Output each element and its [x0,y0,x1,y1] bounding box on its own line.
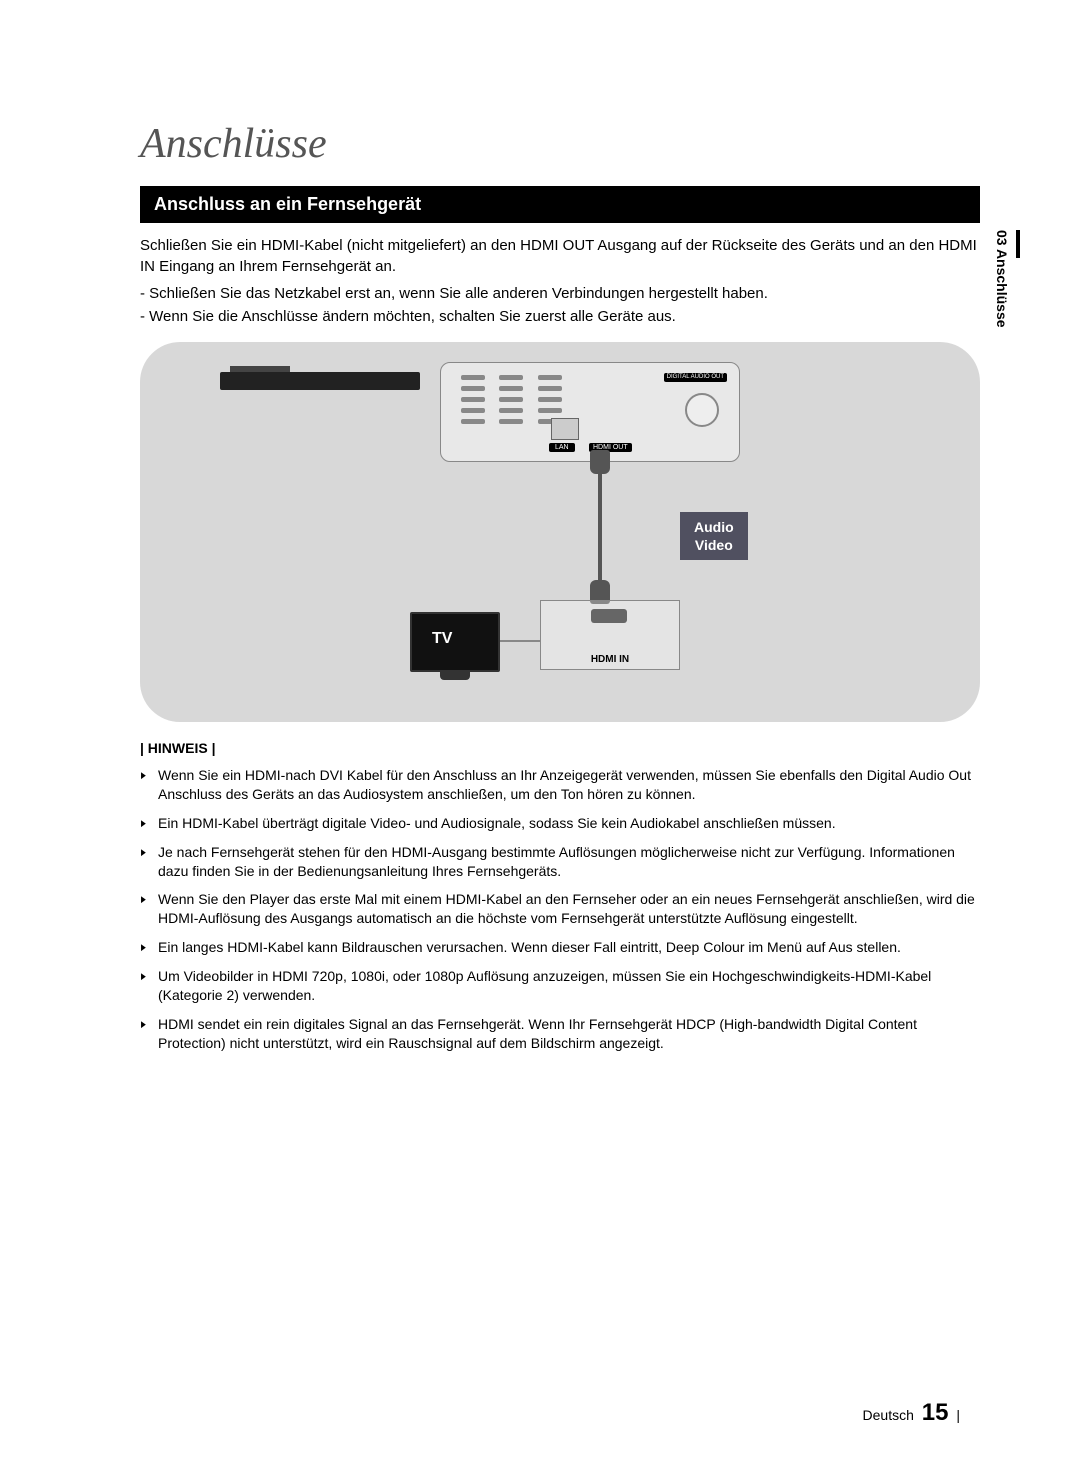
hdmi-cable-icon [598,472,602,582]
note-item: Um Videobilder in HDMI 720p, 1080i, oder… [140,967,980,1005]
page-content: Anschlüsse Anschluss an ein Fernsehgerät… [0,0,1080,1113]
footer-lang: Deutsch [863,1407,914,1423]
page-footer: Deutsch 15 | [863,1399,960,1427]
dash-item: - Wenn Sie die Anschlüsse ändern möchten… [140,306,980,329]
chapter-title: Anschlüsse [140,120,980,168]
note-item: Ein HDMI-Kabel überträgt digitale Video-… [140,814,980,833]
tv-label: TV [432,630,452,648]
connection-diagram: LAN HDMI OUT DIGITAL AUDIO OUT Audio Vid… [140,342,980,722]
video-label: Video [695,537,733,553]
audio-label: Audio [694,519,734,535]
tv-stand-icon [440,672,470,680]
coaxial-port-icon [685,393,719,427]
player-side-view [220,372,420,390]
hdmi-in-label: HDMI IN [541,654,679,665]
dash-list: - Schließen Sie das Netzkabel erst an, w… [140,283,980,328]
note-item: Je nach Fernsehgerät stehen für den HDMI… [140,843,980,881]
digital-audio-label: DIGITAL AUDIO OUT [664,373,727,382]
notes-list: Wenn Sie ein HDMI-nach DVI Kabel für den… [140,766,980,1053]
connector-line [500,640,540,642]
hdmi-socket-icon [591,609,627,623]
note-item: Ein langes HDMI-Kabel kann Bildrauschen … [140,938,980,957]
section-header: Anschluss an ein Fernsehgerät [140,186,980,223]
hinweis-header: | HINWEIS | [140,740,980,756]
page-number: 15 [922,1399,949,1426]
note-item: Wenn Sie ein HDMI-nach DVI Kabel für den… [140,766,980,804]
lan-port-icon [551,418,579,440]
lan-label: LAN [549,443,575,452]
note-item: HDMI sendet ein rein digitales Signal an… [140,1015,980,1053]
intro-paragraph: Schließen Sie ein HDMI-Kabel (nicht mitg… [140,235,980,277]
audio-video-label: Audio Video [680,512,748,560]
hdmi-plug-icon [590,450,610,474]
dash-item: - Schließen Sie das Netzkabel erst an, w… [140,283,980,306]
note-item: Wenn Sie den Player das erste Mal mit ei… [140,890,980,928]
hdmi-in-panel: HDMI IN [540,600,680,670]
device-rear-panel: LAN HDMI OUT DIGITAL AUDIO OUT [440,362,740,462]
footer-bar: | [956,1407,960,1423]
tv-icon [410,612,500,672]
